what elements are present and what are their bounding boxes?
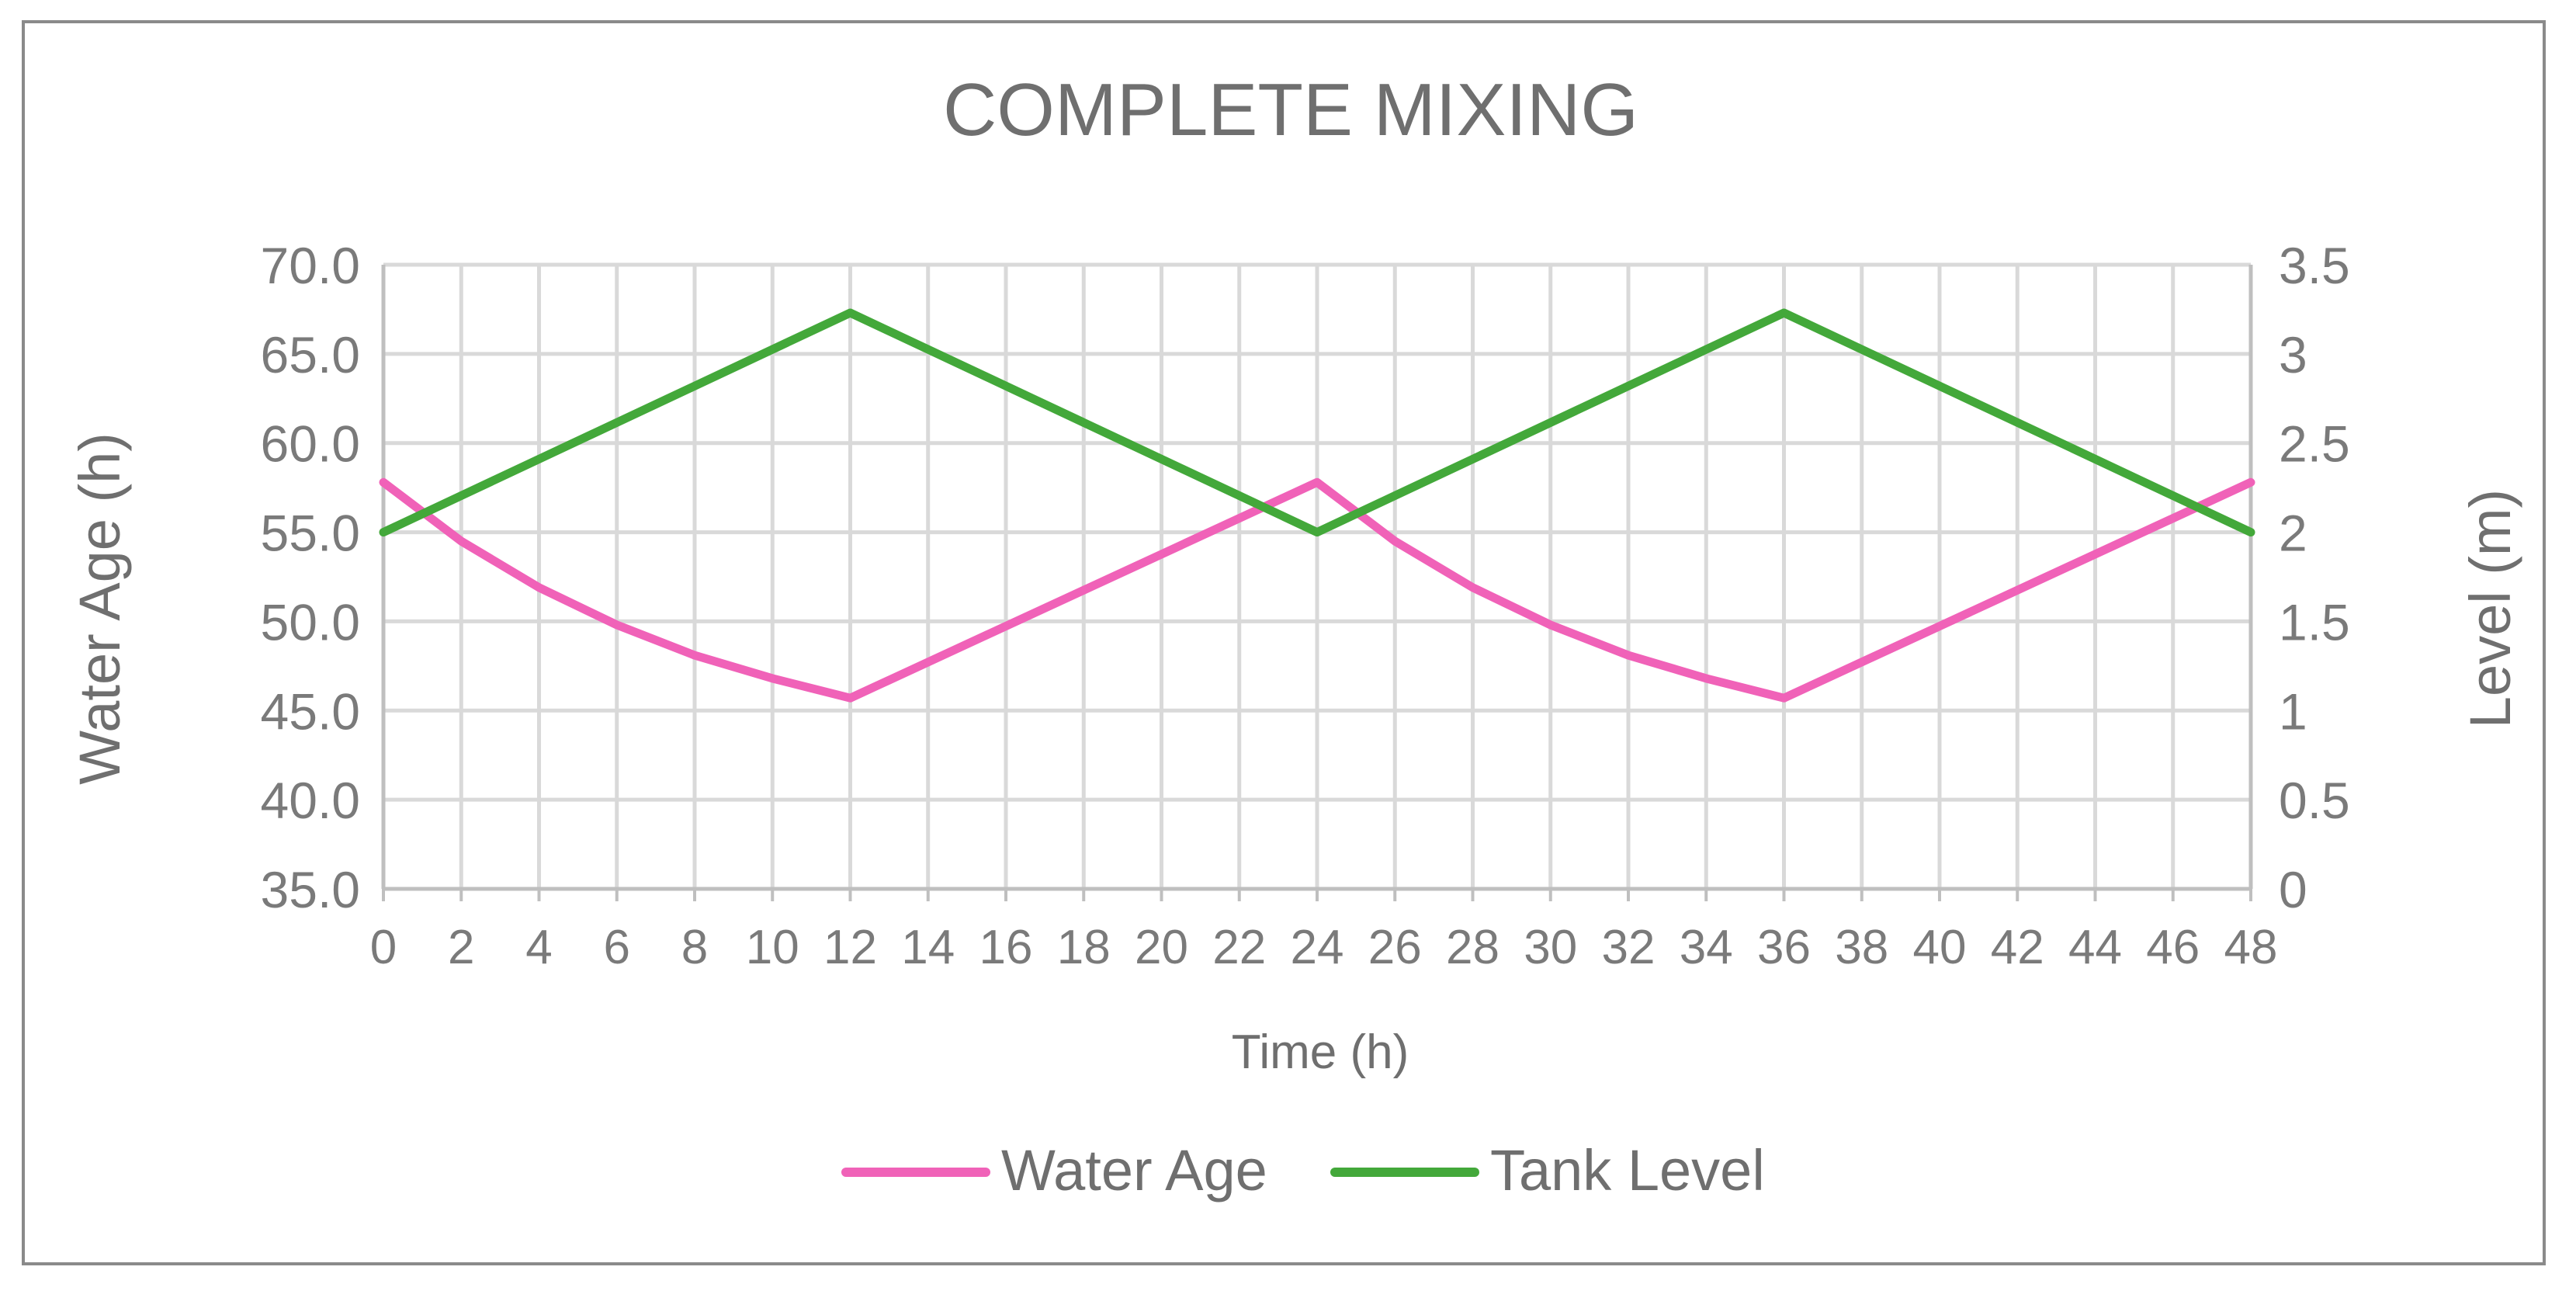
x-tick-label: 4 [525,921,552,974]
y-tick-label: 60.0 [261,415,360,473]
y2-tick-label: 3 [2279,326,2307,383]
x-axis-label: Time (h) [1232,1026,1409,1079]
x-tick-label: 8 [681,921,708,974]
x-tick-label: 0 [370,921,397,974]
x-tick-label: 18 [1057,921,1111,974]
legend-item-water-age: Water Age [841,1138,1267,1203]
x-tick-label: 10 [746,921,799,974]
x-tick-label: 36 [1757,921,1811,974]
chart-frame: 0 2 4 6 8 10 12 14 16 18 20 22 24 26 28 30 32 34 36 38 40 42 4… [22,20,2546,1265]
y2-tick-label: 2 [2279,505,2307,562]
chart-title: COMPLETE MIXING [943,68,1638,151]
y2-tick-label: 1 [2279,682,2307,740]
y-tick-label: 40.0 [261,772,360,829]
y2-tick-label: 3.5 [2279,237,2350,294]
x-tick-label: 22 [1212,921,1266,974]
y-tick-label: 45.0 [261,682,360,740]
y2-tick-label: 0.5 [2279,772,2350,829]
x-tick-label: 26 [1368,921,1422,974]
y2-axis-label: Level (m) [2458,489,2522,728]
x-tick-label: 6 [604,921,630,974]
x-tick-label: 16 [979,921,1033,974]
legend: Water Age Tank Level [841,1138,1765,1203]
x-tick-label: 32 [1602,921,1656,974]
y-tick-label: 50.0 [261,593,360,651]
y-tick-label: 35.0 [261,861,360,918]
x-tick-label: 12 [823,921,877,974]
legend-label-water-age: Water Age [1001,1138,1267,1203]
x-tick-label: 30 [1524,921,1577,974]
x-tick-label: 20 [1135,921,1188,974]
x-tick-label: 24 [1291,921,1344,974]
y-axis-label: Water Age (h) [68,432,132,785]
chart-svg: 0 2 4 6 8 10 12 14 16 18 20 22 24 26 28 30 32 34 36 38 40 42 4… [68,68,2522,1203]
y2-tick-label: 1.5 [2279,593,2350,651]
x-tick-label: 46 [2146,921,2200,974]
legend-label-tank-level: Tank Level [1490,1138,1765,1203]
y2-tick-label: 0 [2279,861,2307,918]
x-tick-label: 2 [448,921,474,974]
axis-layer: 0 2 4 6 8 10 12 14 16 18 20 22 24 26 28 30 32 34 36 38 40 42 4… [261,237,2350,974]
x-tick-label: 28 [1446,921,1499,974]
x-tick-label: 14 [901,921,955,974]
x-tick-label: 44 [2068,921,2122,974]
series-layer [379,308,2255,703]
x-tick-label: 38 [1835,921,1888,974]
x-tick-label: 34 [1680,921,1733,974]
y-tick-label: 55.0 [261,505,360,562]
y2-tick-label: 2.5 [2279,415,2350,473]
grid-layer [381,262,2253,901]
y-tick-label: 65.0 [261,326,360,383]
legend-item-tank-level: Tank Level [1330,1138,1765,1203]
x-tick-label: 40 [1913,921,1967,974]
y-tick-label: 70.0 [261,237,360,294]
x-tick-label: 48 [2224,921,2278,974]
x-tick-label: 42 [1991,921,2044,974]
